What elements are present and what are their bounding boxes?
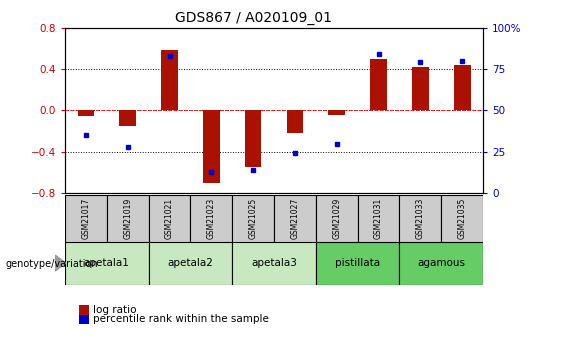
Text: pistillata: pistillata xyxy=(335,258,380,268)
FancyBboxPatch shape xyxy=(107,195,149,242)
Text: GSM21027: GSM21027 xyxy=(290,198,299,239)
FancyBboxPatch shape xyxy=(274,195,316,242)
Bar xyxy=(203,110,220,183)
FancyBboxPatch shape xyxy=(399,195,441,242)
FancyBboxPatch shape xyxy=(232,195,274,242)
Bar xyxy=(454,65,471,110)
FancyBboxPatch shape xyxy=(79,315,89,324)
Text: genotype/variation: genotype/variation xyxy=(6,259,98,269)
FancyBboxPatch shape xyxy=(316,195,358,242)
FancyBboxPatch shape xyxy=(399,241,483,285)
Bar xyxy=(328,110,345,115)
Bar xyxy=(161,50,178,110)
Text: log ratio: log ratio xyxy=(93,305,137,315)
Bar xyxy=(286,110,303,133)
Text: GSM21019: GSM21019 xyxy=(123,198,132,239)
Text: GSM21033: GSM21033 xyxy=(416,198,425,239)
FancyBboxPatch shape xyxy=(149,195,190,242)
Bar xyxy=(77,110,94,116)
Bar xyxy=(370,59,387,110)
FancyBboxPatch shape xyxy=(358,195,399,242)
FancyBboxPatch shape xyxy=(232,241,316,285)
Text: apetala3: apetala3 xyxy=(251,258,297,268)
Bar xyxy=(412,67,429,110)
FancyBboxPatch shape xyxy=(149,241,232,285)
Text: GSM21035: GSM21035 xyxy=(458,198,467,239)
Bar xyxy=(245,110,262,167)
FancyBboxPatch shape xyxy=(441,195,483,242)
Text: GSM21025: GSM21025 xyxy=(249,198,258,239)
Text: apetala2: apetala2 xyxy=(167,258,214,268)
FancyBboxPatch shape xyxy=(65,241,149,285)
Bar xyxy=(119,110,136,126)
FancyBboxPatch shape xyxy=(190,195,232,242)
Polygon shape xyxy=(55,255,66,271)
Title: GDS867 / A020109_01: GDS867 / A020109_01 xyxy=(175,11,332,25)
Text: GSM21021: GSM21021 xyxy=(165,198,174,239)
FancyBboxPatch shape xyxy=(65,195,107,242)
Text: agamous: agamous xyxy=(418,258,465,268)
Text: GSM21023: GSM21023 xyxy=(207,198,216,239)
Text: percentile rank within the sample: percentile rank within the sample xyxy=(93,315,269,324)
FancyBboxPatch shape xyxy=(316,241,399,285)
Text: GSM21031: GSM21031 xyxy=(374,198,383,239)
Text: GSM21029: GSM21029 xyxy=(332,198,341,239)
FancyBboxPatch shape xyxy=(79,305,89,315)
Text: GSM21017: GSM21017 xyxy=(81,198,90,239)
Text: apetala1: apetala1 xyxy=(84,258,130,268)
